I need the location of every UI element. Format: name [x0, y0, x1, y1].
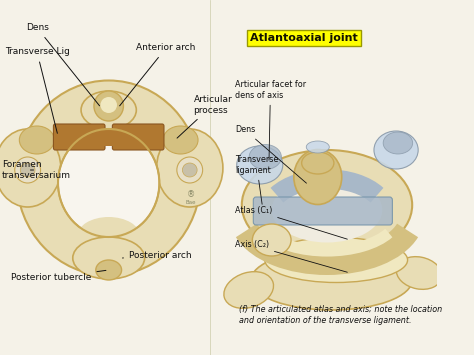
Ellipse shape	[251, 250, 412, 310]
Ellipse shape	[58, 129, 159, 237]
Text: (f) The articulated atlas and axis; note the location
and orientation of the tra: (f) The articulated atlas and axis; note…	[239, 305, 443, 325]
Ellipse shape	[177, 157, 203, 183]
Text: Articular facet for
dens of axis: Articular facet for dens of axis	[235, 80, 306, 160]
Text: Axis (C₂): Axis (C₂)	[235, 240, 347, 272]
Ellipse shape	[81, 91, 137, 129]
Ellipse shape	[252, 224, 291, 256]
Text: Dens: Dens	[235, 126, 307, 183]
Text: Transverse
ligament: Transverse ligament	[235, 155, 278, 204]
Ellipse shape	[73, 237, 145, 279]
Ellipse shape	[182, 163, 197, 177]
Ellipse shape	[265, 237, 408, 283]
Ellipse shape	[156, 129, 223, 207]
Ellipse shape	[383, 132, 413, 154]
Ellipse shape	[17, 81, 201, 275]
Text: Bae: Bae	[185, 200, 196, 204]
Ellipse shape	[294, 149, 342, 204]
Ellipse shape	[224, 272, 273, 308]
Ellipse shape	[374, 131, 418, 169]
Ellipse shape	[163, 126, 198, 154]
FancyBboxPatch shape	[99, 128, 119, 146]
Text: Posterior tubercle: Posterior tubercle	[11, 271, 106, 283]
Ellipse shape	[77, 217, 140, 255]
Ellipse shape	[96, 260, 122, 280]
Ellipse shape	[94, 91, 123, 121]
Text: Anterior arch: Anterior arch	[119, 44, 196, 106]
Ellipse shape	[0, 129, 61, 207]
FancyBboxPatch shape	[253, 197, 392, 225]
Text: Dens: Dens	[26, 23, 100, 106]
Ellipse shape	[237, 146, 283, 184]
Ellipse shape	[15, 157, 41, 183]
Text: ®: ®	[187, 191, 195, 200]
Text: Foramen
transversarium: Foramen transversarium	[2, 160, 71, 180]
Ellipse shape	[301, 152, 334, 174]
Ellipse shape	[20, 163, 35, 177]
Text: Atlas (C₁): Atlas (C₁)	[235, 206, 347, 239]
Ellipse shape	[242, 150, 412, 260]
Text: Atlantoaxial joint: Atlantoaxial joint	[250, 33, 358, 43]
Ellipse shape	[272, 178, 382, 242]
Text: Transverse Lig: Transverse Lig	[5, 48, 70, 133]
Ellipse shape	[306, 141, 329, 153]
Ellipse shape	[100, 97, 117, 113]
Text: Articular
process: Articular process	[177, 95, 232, 138]
Text: Posterior arch: Posterior arch	[122, 251, 191, 260]
FancyBboxPatch shape	[112, 124, 164, 150]
Ellipse shape	[396, 257, 442, 289]
FancyBboxPatch shape	[54, 124, 105, 150]
Ellipse shape	[19, 126, 55, 154]
Ellipse shape	[249, 144, 282, 169]
